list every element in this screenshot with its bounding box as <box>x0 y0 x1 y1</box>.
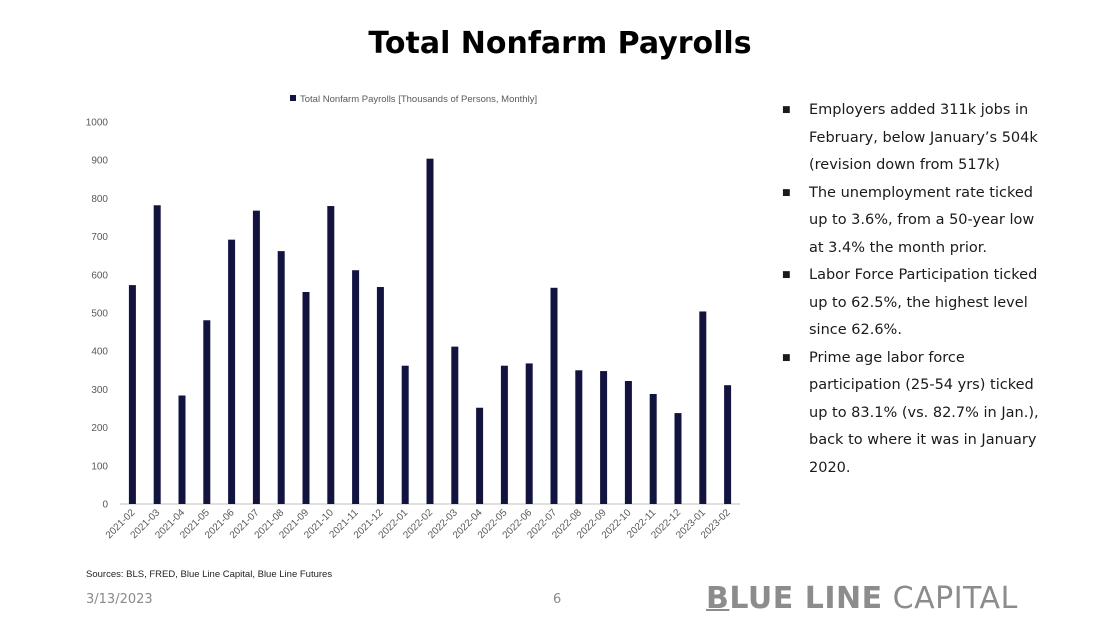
bar <box>203 320 211 504</box>
bar <box>674 413 682 504</box>
brand-light-text: CAPITAL <box>882 581 1018 616</box>
bar <box>500 365 508 504</box>
y-tick-label: 200 <box>91 423 108 434</box>
bar <box>600 371 608 504</box>
bullet-text: The unemployment rate ticked up to 3.6%,… <box>809 184 1035 256</box>
bar <box>724 385 732 504</box>
bullet-text: Prime age labor force participation (25-… <box>809 349 1039 476</box>
bar <box>624 380 632 504</box>
brand-initial: B <box>706 581 730 616</box>
slide-date: 3/13/2023 <box>86 592 153 607</box>
y-tick-label: 800 <box>91 194 108 205</box>
bar <box>476 407 484 504</box>
bar <box>699 311 707 504</box>
bullet-text: Labor Force Participation ticked up to 6… <box>809 267 1038 338</box>
bar <box>327 206 335 504</box>
bar <box>277 251 285 504</box>
bar <box>575 370 583 504</box>
bullet-text: Employers added 311k jobs in February, b… <box>809 102 1038 173</box>
bar <box>228 239 236 504</box>
bullet-item: ■ Employers added 311k jobs in February, … <box>782 97 1044 180</box>
page-number: 6 <box>553 592 562 607</box>
y-tick-label: 700 <box>91 232 108 243</box>
bar <box>550 287 558 504</box>
bar <box>128 285 136 504</box>
y-tick-label: 300 <box>91 385 108 396</box>
bar <box>178 395 186 504</box>
bar <box>451 346 459 504</box>
legend-label: Total Nonfarm Payrolls [Thousands of Per… <box>300 94 537 105</box>
bullet-square-icon: ■ <box>782 187 791 198</box>
legend-swatch <box>290 95 296 101</box>
y-tick-label: 400 <box>91 347 108 358</box>
bullet-square-icon: ■ <box>782 352 791 363</box>
bullet-list: ■ Employers added 311k jobs in February, … <box>782 97 1044 482</box>
bar <box>252 210 260 504</box>
bar <box>525 363 533 504</box>
bullet-item: ■ Prime age labor force participation (25… <box>782 345 1044 483</box>
brand-logo: BLUE LINE CAPITAL <box>706 581 1018 616</box>
bullet-item: ■ Labor Force Participation ticked up to … <box>782 262 1044 345</box>
bullet-square-icon: ■ <box>782 105 791 115</box>
bar <box>302 291 310 504</box>
page-title: Total Nonfarm Payrolls <box>368 26 752 61</box>
bar <box>426 158 434 504</box>
y-tick-label: 1000 <box>86 118 109 129</box>
bar <box>352 270 360 504</box>
bar <box>376 287 384 504</box>
y-tick-label: 0 <box>102 500 108 511</box>
y-tick-label: 600 <box>91 270 108 281</box>
bar <box>401 365 409 504</box>
bar <box>649 393 657 504</box>
y-tick-label: 900 <box>91 156 108 167</box>
payrolls-bar-chart: Total Nonfarm Payrolls [Thousands of Per… <box>86 94 740 541</box>
sources-note: Sources: BLS, FRED, Blue Line Capital, B… <box>86 569 333 580</box>
y-tick-label: 500 <box>91 309 108 320</box>
y-tick-label: 100 <box>91 461 108 472</box>
bar <box>153 205 161 504</box>
bullet-item: ■ The unemployment rate ticked up to 3.6%… <box>782 180 1044 263</box>
bullet-square-icon: ■ <box>782 270 791 280</box>
brand-bold-text: LUE LINE <box>729 581 883 616</box>
